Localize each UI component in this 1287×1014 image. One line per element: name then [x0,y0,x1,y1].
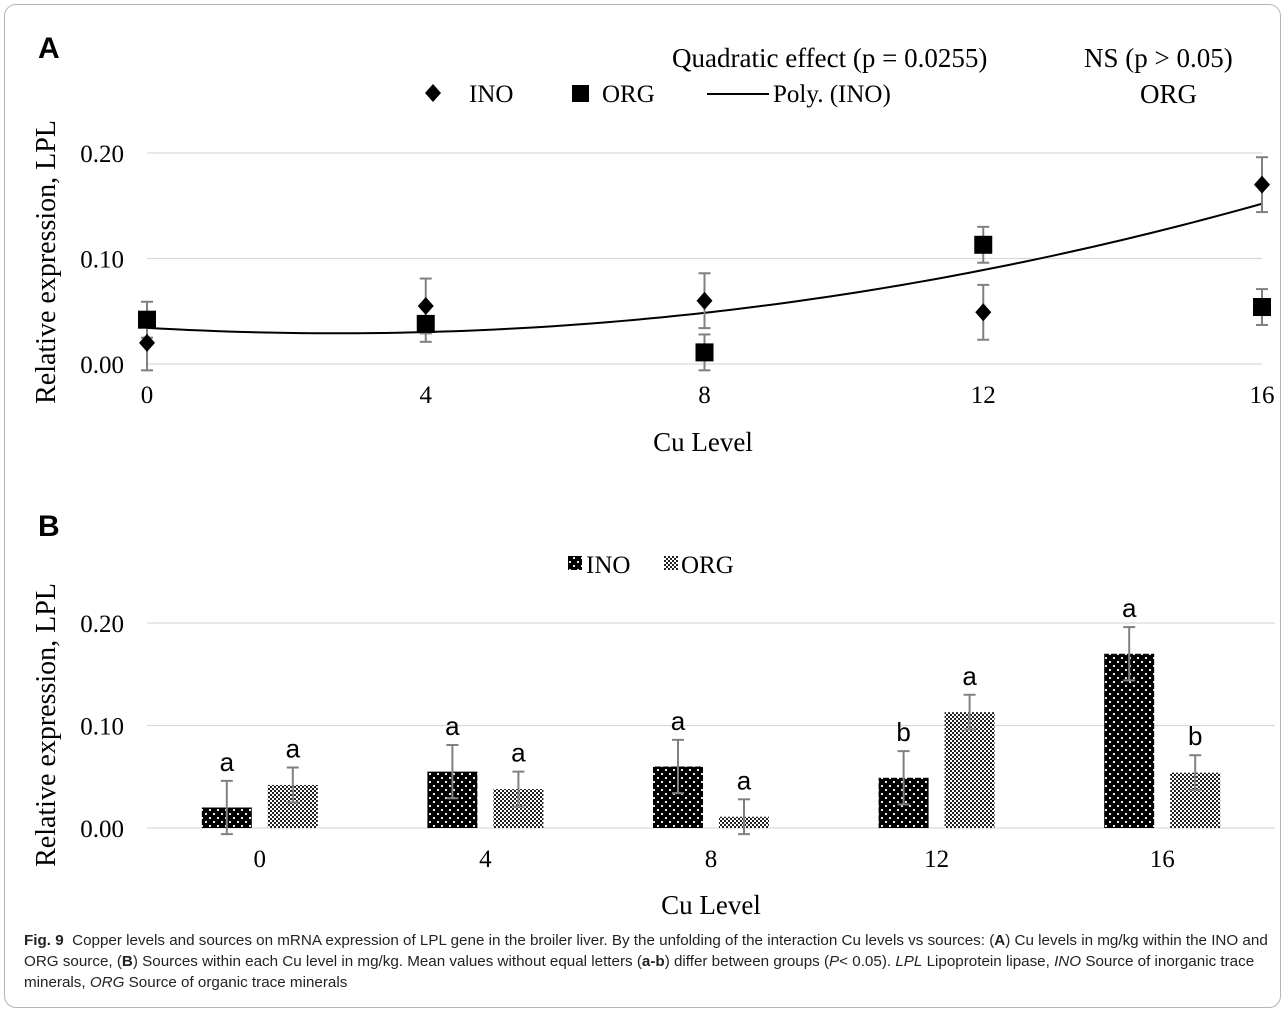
panel-a-error-bars [141,156,1268,372]
panel-b-x-tick-label: 12 [924,846,949,873]
caption-text-7: Source of inorganic trace minerals, [24,953,1255,991]
panel-a-x-tick-label: 12 [971,382,996,409]
panel-a: A Quadratic effect (p = 0.0255) NS (p > … [31,32,1275,457]
figure-caption: Fig. 9 Copper levels and sources on mRNA… [24,930,1272,993]
panel-b-x-axis-label: Cu Level [661,890,761,920]
ino-diamond-point [139,333,155,352]
caption-text-8: Source of organic trace minerals [124,974,348,991]
caption-abbr-ino: INO [1054,953,1082,970]
caption-text-4: ) differ between groups ( [664,953,830,970]
significance-letter: a [737,765,752,795]
panel-a-x-tick-label: 8 [698,382,711,409]
significance-letter: b [1188,721,1202,751]
caption-fig-label: Fig. 9 [24,932,64,949]
panel-a-y-tick-label: 0.20 [80,141,124,168]
panel-b-y-tick-label: 0.00 [80,816,124,843]
panel-b: B INO ORG Relative expression, LPL Cu Le… [31,510,1275,920]
panel-b-x-tick-label: 8 [705,846,718,873]
org-square-point [974,235,993,254]
panel-b-x-tick-label: 4 [479,846,492,873]
quadratic-effect-annotation: Quadratic effect (p = 0.0255) [672,43,987,73]
ino-diamond-point [1254,175,1270,194]
panel-b-y-ticks: 0.00 0.10 0.20 [80,611,124,843]
caption-text-6: Lipoprotein lipase, [922,953,1055,970]
panel-b-bars [201,653,1221,828]
panel-b-error-bars [220,626,1202,836]
legend-diamond-marker [425,84,441,102]
caption-text-5: < 0.05). [839,953,896,970]
caption-text-3: ) Sources within each Cu level in mg/kg.… [132,953,642,970]
ino-diamond-point [417,296,434,315]
significance-letter: a [511,738,526,768]
legend-b-org-label: ORG [681,552,734,579]
legend-b-ino-label: INO [586,552,630,579]
legend-org-label: ORG [602,81,655,108]
significance-letter: a [286,734,301,764]
caption-abbr-org: ORG [89,974,125,991]
org-square-point [138,310,156,329]
panel-b-y-axis-label: Relative expression, LPL [31,583,62,867]
panel-a-x-axis-label: Cu Level [653,427,753,457]
org-square-point [416,314,435,333]
panel-b-y-tick-label: 0.10 [80,714,124,741]
caption-label-ab: a-b [641,953,665,970]
legend-square-marker [572,85,589,102]
org-square-point [695,343,714,362]
panel-b-x-tick-label: 16 [1150,846,1175,873]
panel-b-grid [147,622,1275,829]
ns-annotation: NS (p > 0.05) [1084,43,1233,73]
significance-letter: a [962,661,977,691]
caption-text-2: ) Cu levels in mg/kg within the INO and … [24,932,1268,970]
panel-a-y-ticks: 0.00 0.10 0.20 [80,141,124,379]
panel-a-x-tick-label: 0 [141,382,154,409]
panel-a-legend: INO ORG Poly. (INO) [425,81,891,108]
panel-a-x-tick-label: 4 [420,382,433,409]
legend-ino-label: INO [469,81,513,108]
significance-letter: b [896,717,910,747]
panel-a-y-axis-label: Relative expression, LPL [31,120,62,404]
legend-org-swatch [664,556,678,570]
figure-svg: A Quadratic effect (p = 0.0255) NS (p > … [31,32,1275,920]
significance-letter: a [1122,593,1137,623]
figure-frame [4,4,1281,1008]
panel-b-label: B [38,510,60,543]
panel-b-significance-letters: a a a b a a a a a b [220,593,1203,795]
org-annotation: ORG [1140,79,1197,109]
bar-ino [1104,653,1155,828]
panel-a-y-tick-label: 0.10 [80,247,124,274]
caption-text-1: Copper levels and sources on mRNA expres… [72,932,995,949]
panel-b-x-tick-label: 0 [254,846,267,873]
panel-a-x-ticks: 0 4 8 12 16 [141,382,1275,409]
legend-poly-label: Poly. (INO) [773,81,891,108]
caption-label-a: A [994,932,1006,949]
panel-b-y-tick-label: 0.20 [80,611,124,638]
caption-abbr-lpl: LPL [895,953,923,970]
panel-a-y-tick-label: 0.00 [80,352,124,379]
legend-ino-swatch [568,556,582,570]
panel-a-label: A [38,32,60,65]
significance-letter: a [671,706,686,736]
ino-diamond-point [975,303,992,322]
significance-letter: a [445,711,460,741]
ino-diamond-point [696,291,713,310]
caption-label-b: B [121,953,133,970]
panel-a-points [138,175,1271,362]
panel-b-legend: INO ORG [568,552,734,579]
significance-letter: a [220,747,235,777]
bar-org [944,712,995,828]
panel-a-x-tick-label: 16 [1250,382,1275,409]
org-square-point [1253,298,1271,317]
caption-p-italic: P [829,953,840,970]
panel-b-x-ticks: 0 4 8 12 16 [254,846,1175,873]
